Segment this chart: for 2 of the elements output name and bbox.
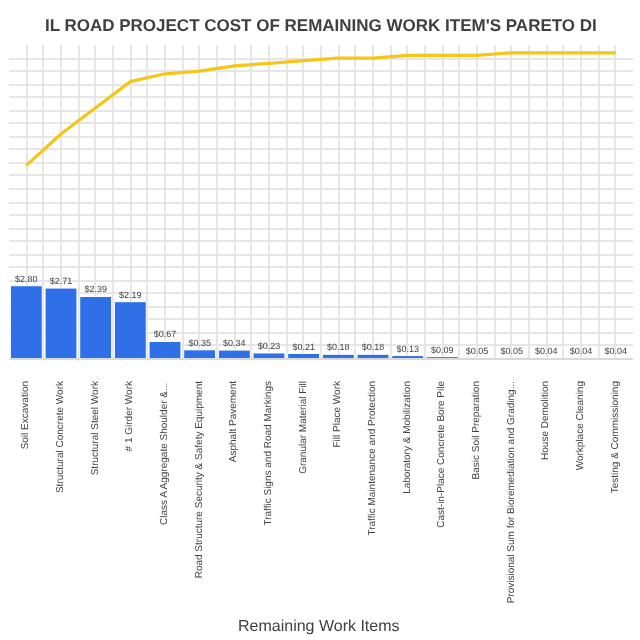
- chart-title: IL ROAD PROJECT COST OF REMAINING WORK ITEM'S PARETO DI: [44, 15, 597, 35]
- x-axis-title: Remaining Work Items: [238, 617, 400, 636]
